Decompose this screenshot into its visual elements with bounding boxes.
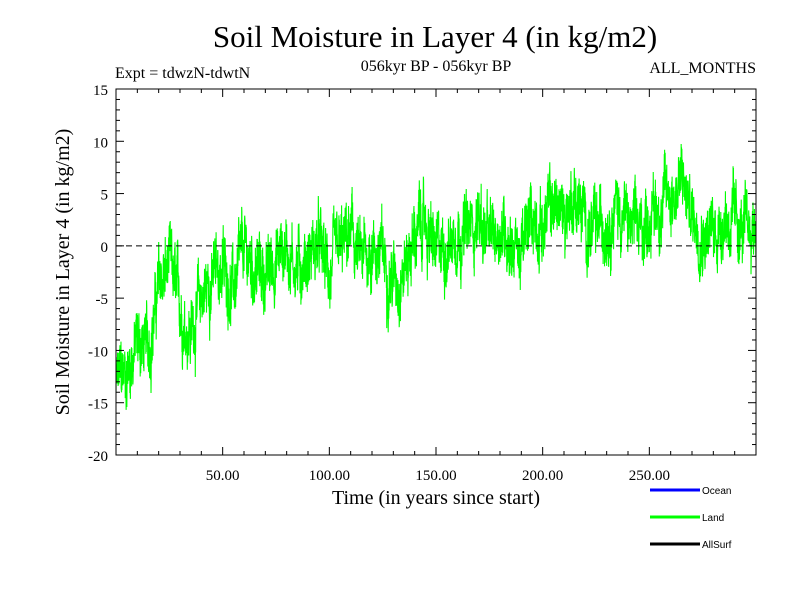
subtitle-right: ALL_MONTHS xyxy=(649,60,756,77)
x-tick-label: 250.00 xyxy=(629,468,670,484)
y-tick-label: -5 xyxy=(96,292,109,308)
legend-label-ocean: Ocean xyxy=(702,486,731,497)
subtitle-left: Expt = tdwzN-tdwtN xyxy=(115,65,251,82)
y-tick-label: -15 xyxy=(88,397,108,413)
series-layer xyxy=(116,143,756,410)
legend-label-allsurf: AllSurf xyxy=(702,540,732,551)
y-tick-label: 15 xyxy=(93,83,108,99)
y-tick-label: -10 xyxy=(88,344,108,360)
y-tick-label: 0 xyxy=(101,240,109,256)
legend-label-land: Land xyxy=(702,513,724,524)
x-tick-label: 100.00 xyxy=(309,468,350,484)
x-axis-label: Time (in years since start) xyxy=(332,487,540,509)
x-tick-label: 200.00 xyxy=(522,468,563,484)
chart-title: Soil Moisture in Layer 4 (in kg/m2) xyxy=(213,19,657,54)
y-tick-label: 5 xyxy=(101,188,109,204)
x-tick-label: 50.00 xyxy=(206,468,240,484)
y-tick-label: 10 xyxy=(93,135,108,151)
x-tick-label: 150.00 xyxy=(415,468,456,484)
y-axis-label: Soil Moisture in Layer 4 (in kg/m2) xyxy=(52,129,74,416)
series-line-land xyxy=(116,143,756,410)
y-tick-label: -20 xyxy=(88,449,108,465)
subtitle-center: 056kyr BP - 056kyr BP xyxy=(361,58,512,75)
ticks-layer: 15 10 5 0 -5 -10 -15 -20 50.00 100.00 150.00 200.00… xyxy=(88,83,756,484)
legend: Ocean Land AllSurf xyxy=(650,486,732,551)
